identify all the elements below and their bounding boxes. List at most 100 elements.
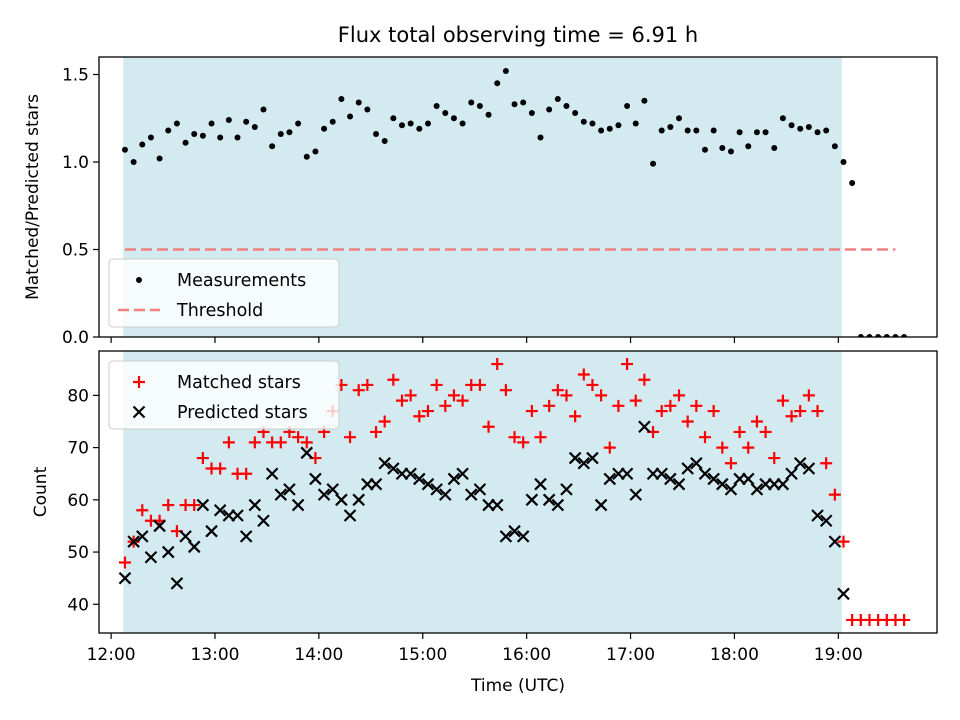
predicted-star-point — [750, 483, 764, 496]
legend-marker-predicted — [132, 405, 146, 419]
measurement-point — [364, 106, 371, 113]
measurement-point — [892, 334, 899, 337]
predicted-star-point — [698, 467, 712, 480]
measurement-point — [173, 120, 180, 127]
matched-star-point — [447, 389, 460, 402]
measurement-point — [199, 132, 206, 139]
matched-star-point — [629, 394, 642, 407]
matched-star-point — [118, 556, 131, 569]
predicted-star-point — [283, 483, 296, 496]
predicted-star-point — [629, 488, 643, 501]
measurement-point — [355, 99, 362, 106]
predicted-star-point — [741, 472, 755, 486]
measurement-point — [632, 120, 639, 127]
matched-star-point — [586, 378, 599, 391]
measurement-point — [511, 101, 518, 108]
x-tick-label: 19:00 — [814, 645, 863, 665]
measurement-point — [701, 146, 708, 153]
predicted-star-point — [144, 551, 158, 564]
measurement-point — [736, 129, 743, 136]
matched-star-point — [430, 378, 443, 391]
measurement-point — [286, 129, 293, 136]
measurement-point — [303, 153, 310, 160]
measurement-point — [849, 180, 856, 186]
measurement-point — [580, 118, 587, 125]
measurement-point — [901, 334, 908, 337]
y-tick-label: 70 — [67, 439, 89, 459]
matched-star-point — [517, 436, 530, 449]
predicted-star-point — [551, 498, 565, 512]
matched-star-point — [724, 457, 737, 470]
predicted-star-point — [136, 530, 149, 543]
matched-star-point — [681, 415, 694, 428]
measurement-point — [390, 115, 397, 122]
predicted-star-point — [421, 477, 435, 491]
predicted-star-point — [205, 524, 218, 538]
matched-star-point — [248, 436, 261, 449]
measurement-point — [814, 129, 821, 136]
x-tick-label: 13:00 — [191, 645, 240, 665]
measurement-point — [416, 125, 423, 132]
legend-marker-matched — [133, 376, 145, 388]
legend-label: Threshold — [176, 301, 263, 321]
measurement-point — [624, 103, 631, 109]
matched-star-point — [742, 441, 755, 454]
matched-star-point — [698, 431, 711, 444]
predicted-star-point — [404, 467, 417, 480]
measurement-point — [693, 127, 700, 134]
measurement-point — [494, 80, 501, 87]
predicted-star-point — [707, 472, 720, 486]
matched-star-point — [733, 425, 746, 438]
predicted-star-point — [785, 467, 798, 480]
matched-star-point — [577, 368, 590, 381]
measurement-point — [528, 110, 535, 116]
measurement-point — [468, 99, 475, 106]
measurement-point — [676, 115, 683, 122]
measurement-point — [658, 127, 665, 134]
measurement-point — [727, 148, 734, 155]
predicted-star-point — [335, 493, 348, 507]
y-tick-label: 80 — [67, 386, 89, 406]
measurement-point — [641, 97, 648, 104]
matched-star-point — [776, 394, 789, 407]
measurement-point — [719, 145, 726, 151]
measurement-point — [130, 159, 137, 165]
y-axis-label: Matched/Predicted stars — [23, 94, 43, 300]
measurement-point — [407, 120, 414, 127]
predicted-star-point — [690, 457, 703, 470]
measurement-point — [537, 134, 544, 141]
matched-star-point — [768, 452, 781, 465]
predicted-star-point — [309, 472, 322, 486]
matched-star-point — [473, 378, 486, 391]
matched-star-point — [292, 431, 305, 444]
predicted-star-point — [672, 477, 686, 491]
matched-star-point — [413, 410, 426, 423]
top-panel: 0.0 0.5 1.0 1.5 Matched/Predicted stars Measu… — [23, 56, 938, 348]
predicted-star-point — [819, 514, 833, 527]
measurement-point — [779, 115, 786, 122]
predicted-star-point — [716, 477, 729, 491]
matched-star-point — [551, 384, 564, 397]
predicted-star-point — [265, 467, 279, 480]
measurement-point — [381, 138, 388, 144]
predicted-star-point — [655, 467, 668, 480]
predicted-star-point — [560, 483, 573, 496]
matched-star-point — [612, 399, 625, 412]
measurement-point — [606, 125, 613, 132]
predicted-star-point — [802, 462, 816, 475]
predicted-star-point — [274, 488, 288, 501]
predicted-star-point — [170, 577, 184, 590]
measurement-point — [312, 148, 319, 155]
x-tick-label: 17:00 — [606, 645, 655, 665]
predicted-star-point — [447, 472, 461, 486]
measurement-point — [260, 106, 267, 113]
matched-star-point — [690, 399, 703, 412]
matched-star-point — [421, 405, 434, 418]
measurement-point — [217, 134, 224, 141]
matched-star-point — [707, 405, 720, 418]
y-tick-label: 40 — [67, 595, 89, 615]
measurement-point — [650, 160, 657, 167]
matched-star-point — [802, 389, 815, 402]
matched-star-point — [785, 410, 798, 423]
predicted-star-point — [620, 467, 634, 480]
